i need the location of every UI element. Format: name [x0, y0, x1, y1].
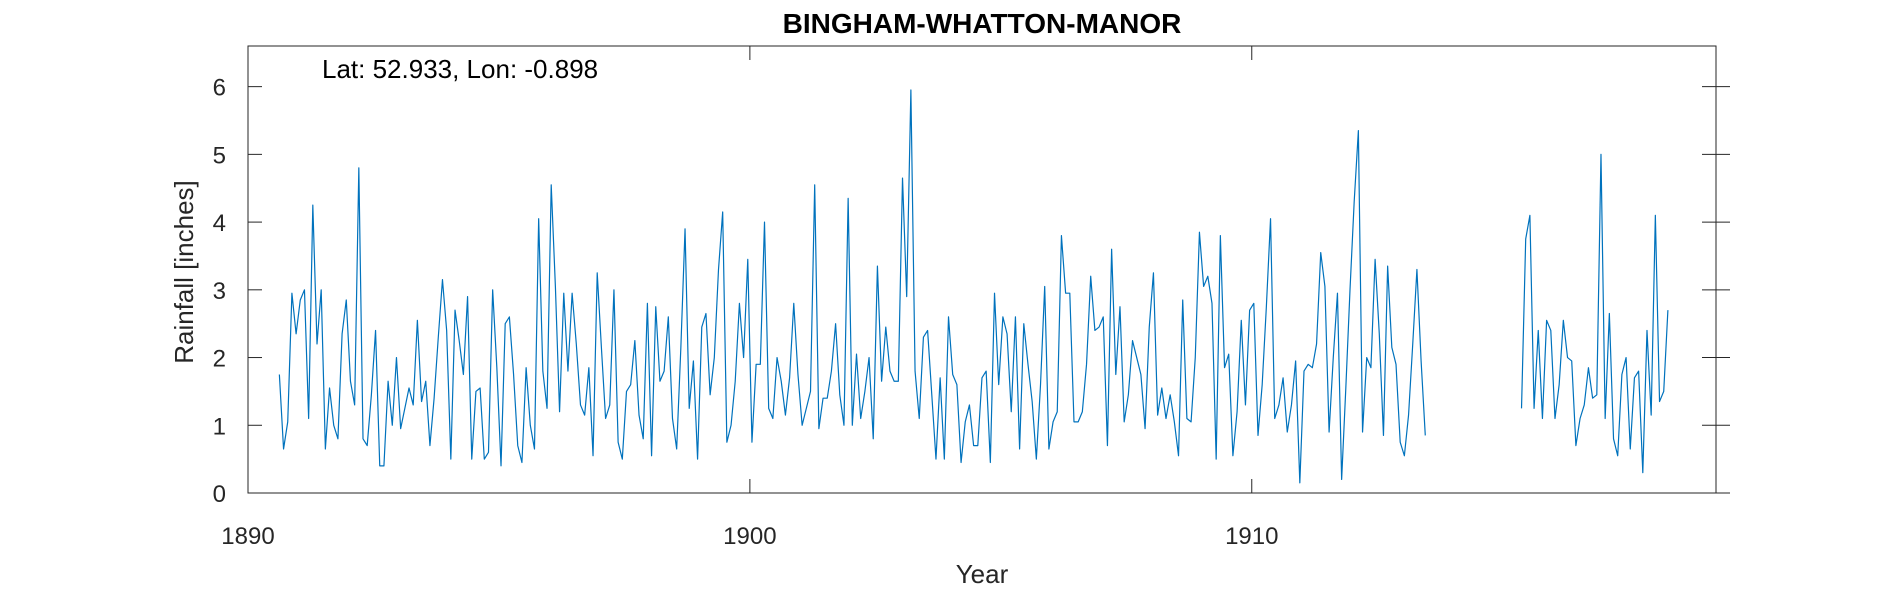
y-axis-label: Rainfall [inches]: [169, 180, 199, 364]
y-tick-label: 5: [213, 142, 226, 169]
tick-labels: 1890 1900 1910 0 1 2 3 4 5 6: [213, 75, 1279, 550]
chart-title: BINGHAM-WHATTON-MANOR: [783, 8, 1182, 39]
x-tick-label: 1890: [221, 523, 274, 550]
plot-area-frame: [247, 45, 1717, 494]
y-tick-label: 0: [213, 481, 226, 508]
x-tick-label: 1910: [1225, 523, 1278, 550]
y-tick-label: 4: [213, 210, 226, 237]
x-axis-label: Year: [956, 559, 1009, 589]
x-tick-label: 1900: [723, 523, 776, 550]
y-tick-label: 6: [213, 75, 226, 102]
y-tick-label: 1: [213, 413, 226, 440]
rainfall-series-line: [278, 89, 1669, 484]
y-tick-label: 2: [213, 346, 226, 373]
location-annotation: Lat: 52.933, Lon: -0.898: [322, 54, 598, 84]
y-tick-label: 3: [213, 278, 226, 305]
